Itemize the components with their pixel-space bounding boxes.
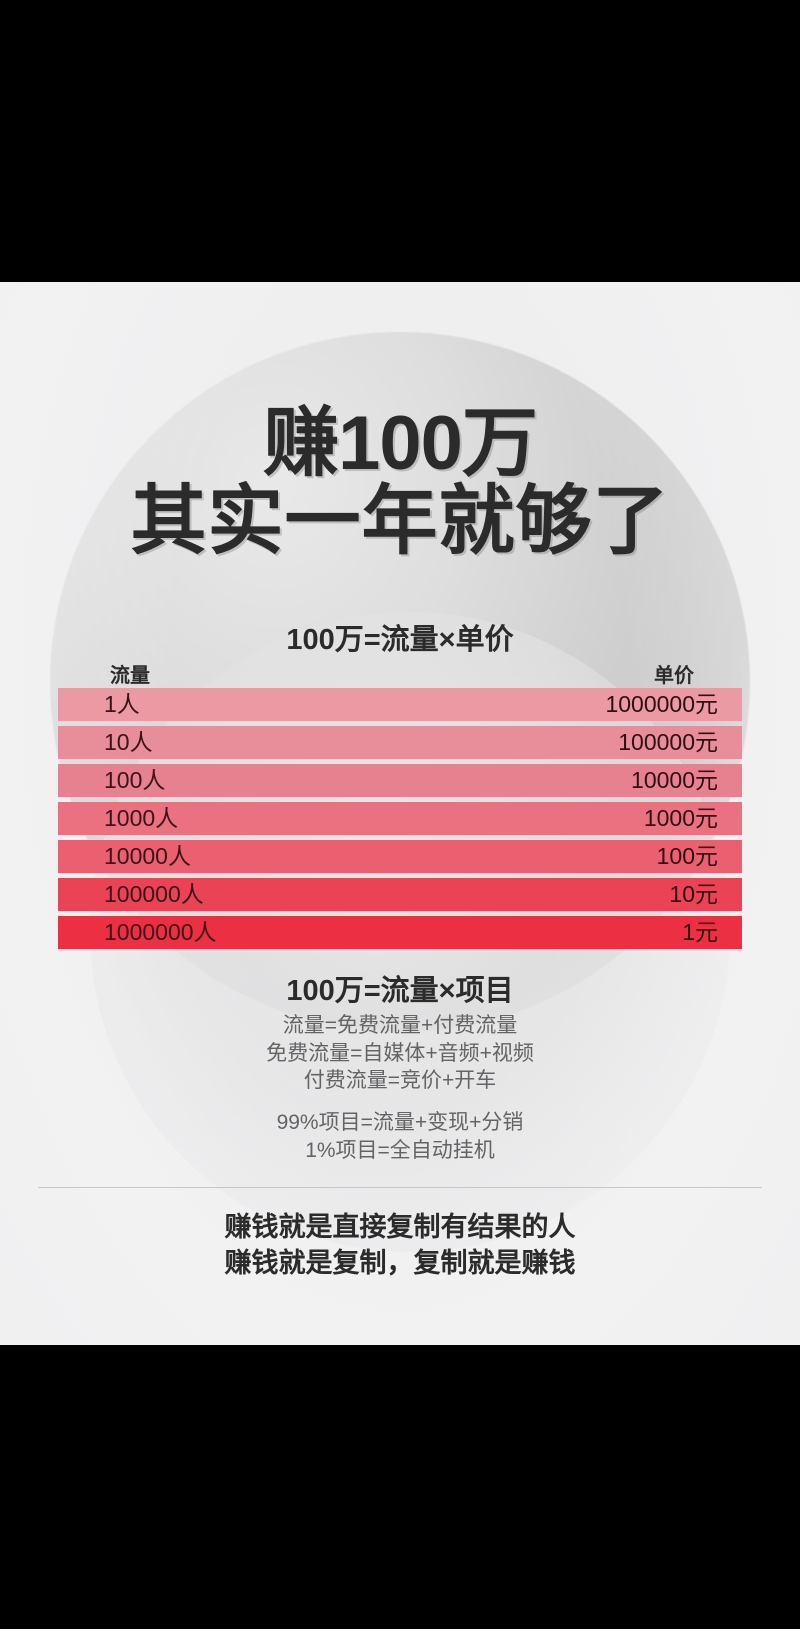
cell-traffic: 1000000人 xyxy=(104,919,217,945)
cell-price: 10000元 xyxy=(631,767,718,793)
table-row: 1000人 1000元 xyxy=(58,802,742,835)
breakdown-line: 流量=免费流量+付费流量 xyxy=(282,1014,518,1037)
cell-price: 1元 xyxy=(682,919,718,945)
table-row: 10人 100000元 xyxy=(58,726,742,759)
cell-traffic: 100人 xyxy=(104,767,166,793)
cell-price: 1000元 xyxy=(643,805,718,831)
cell-price: 10元 xyxy=(669,881,718,907)
cell-price: 100元 xyxy=(656,843,718,869)
breakdown-line: 99%项目=流量+变现+分销 xyxy=(276,1111,524,1135)
page-title: 赚100万 其实一年就够了 xyxy=(0,401,800,565)
table-row: 100000人 10元 xyxy=(58,878,742,911)
cell-traffic: 1人 xyxy=(104,691,140,717)
footer-line-2: 赚钱就是复制，复制就是赚钱 xyxy=(224,1247,576,1278)
cell-traffic: 1000人 xyxy=(104,805,179,831)
section-divider xyxy=(38,1187,762,1188)
breakdown-line: 付费流量=竞价+开车 xyxy=(303,1069,497,1093)
poster-canvas: 赚100万 其实一年就够了 100万=流量×单价 流量 单价 1人 1000000… xyxy=(0,282,800,1345)
breakdown-line: 免费流量=自媒体+音频+视频 xyxy=(266,1041,534,1065)
letterbox-bottom xyxy=(0,1345,800,1629)
cell-price: 100000元 xyxy=(618,729,718,755)
footer-slogan: 赚钱就是直接复制有结果的人 赚钱就是复制，复制就是赚钱 xyxy=(0,1210,800,1281)
table-body: 1人 1000000元 10人 100000元 100人 10000元 1000人 1000元… xyxy=(58,688,742,949)
traffic-price-table: 流量 单价 1人 1000000元 10人 100000元 100人 10000元 1000… xyxy=(58,656,742,949)
headline-line-1: 赚100万 xyxy=(263,401,538,486)
headline-line-2: 其实一年就够了 xyxy=(130,479,670,565)
table-row: 1000000人 1元 xyxy=(58,916,742,949)
poster-content: 赚100万 其实一年就够了 100万=流量×单价 流量 单价 1人 1000000… xyxy=(0,282,800,1345)
footer-line-1: 赚钱就是直接复制有结果的人 xyxy=(224,1212,576,1242)
table-row: 100人 10000元 xyxy=(58,764,742,797)
formula-traffic-project: 100万=流量×项目 xyxy=(286,975,514,1007)
column-header-traffic: 流量 xyxy=(110,665,150,687)
cell-traffic: 10人 xyxy=(104,729,153,755)
table-row: 1人 1000000元 xyxy=(58,688,742,721)
table-row: 10000人 100元 xyxy=(58,840,742,873)
letterbox-top xyxy=(0,0,800,282)
cell-traffic: 100000人 xyxy=(104,881,204,907)
column-header-price: 单价 xyxy=(654,665,694,687)
breakdown-line: 1%项目=全自动挂机 xyxy=(305,1138,495,1162)
cell-price: 1000000元 xyxy=(605,691,718,717)
formula-traffic-price: 100万=流量×单价 xyxy=(286,624,514,656)
table-header-row: 流量 单价 xyxy=(58,656,742,688)
breakdown-block: 流量=免费流量+付费流量 免费流量=自媒体+音频+视频 付费流量=竞价+开车 9… xyxy=(0,1012,800,1165)
cell-traffic: 10000人 xyxy=(104,843,191,869)
breakdown-spacer xyxy=(0,1095,800,1109)
